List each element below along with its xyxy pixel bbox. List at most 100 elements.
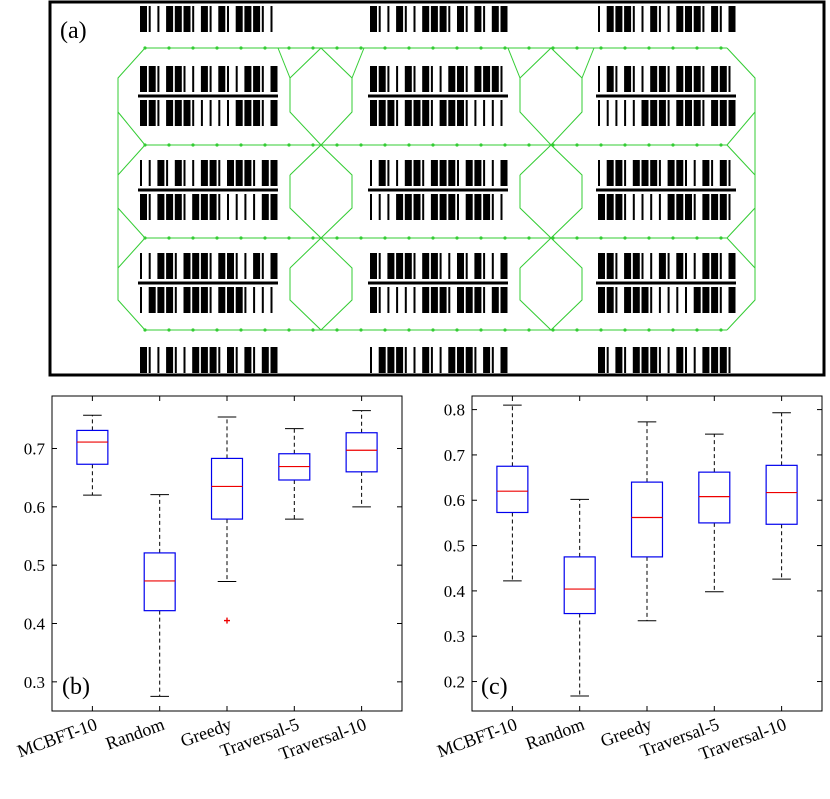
shelf-unit bbox=[448, 194, 456, 220]
shelf-unit bbox=[235, 100, 243, 126]
shelf-unit bbox=[270, 253, 278, 279]
shelf-unit bbox=[209, 253, 212, 279]
shelf-unit bbox=[404, 6, 407, 32]
shelf-unit bbox=[474, 253, 482, 279]
shelf-unit bbox=[650, 287, 653, 313]
corridor-node bbox=[719, 328, 723, 332]
shelf-unit bbox=[174, 160, 182, 186]
shelf-unit bbox=[448, 66, 456, 92]
shelf-unit bbox=[183, 287, 191, 313]
shelf-unit bbox=[465, 66, 468, 92]
shelf-unit bbox=[166, 100, 174, 126]
shelf-unit bbox=[227, 287, 234, 313]
shelf-unit bbox=[465, 287, 473, 313]
shelf-unit bbox=[650, 347, 658, 373]
shelf-unit bbox=[491, 100, 494, 126]
corridor-node bbox=[527, 236, 531, 240]
corridor-node bbox=[215, 143, 219, 147]
shelf-unit bbox=[632, 253, 640, 279]
shelf-unit bbox=[457, 287, 464, 313]
shelf-unit bbox=[200, 160, 208, 186]
shelf-unit bbox=[166, 194, 174, 220]
shelf-unit bbox=[404, 160, 412, 186]
shelf-unit bbox=[157, 253, 165, 279]
shelf-unit bbox=[218, 160, 221, 186]
shelf-unit bbox=[370, 66, 377, 92]
shelf-unit bbox=[378, 160, 386, 186]
corridor-node bbox=[287, 328, 291, 332]
shelf-unit bbox=[140, 160, 142, 186]
y-tick-label: 0.8 bbox=[444, 401, 465, 420]
shelf-unit bbox=[157, 6, 160, 32]
shelf-unit bbox=[685, 194, 692, 220]
corridor-node bbox=[695, 328, 699, 332]
shelf-unit bbox=[641, 100, 649, 126]
shelf-unit bbox=[465, 253, 468, 279]
shelf-unit bbox=[676, 194, 684, 220]
shelf-unit bbox=[378, 6, 381, 32]
corridor-node bbox=[431, 328, 435, 332]
shelf-unit bbox=[465, 160, 473, 186]
corridor-node bbox=[455, 236, 459, 240]
shelf-unit bbox=[227, 6, 229, 32]
corridor-diagonal bbox=[117, 144, 146, 176]
y-tick-label: 0.6 bbox=[24, 498, 45, 517]
shelf-unit bbox=[641, 66, 644, 92]
corridor-node bbox=[383, 46, 387, 50]
shelf-unit bbox=[430, 194, 438, 220]
corridor-node bbox=[551, 236, 555, 240]
shelf-unit bbox=[606, 347, 609, 373]
shelf-unit bbox=[413, 66, 416, 92]
shelf-unit bbox=[439, 194, 447, 220]
corridor-node bbox=[383, 143, 387, 147]
shelf-unit bbox=[448, 160, 456, 186]
shelf-unit bbox=[200, 66, 208, 92]
y-tick-label: 0.6 bbox=[444, 491, 465, 510]
corridor-node bbox=[647, 328, 651, 332]
shelf-unit bbox=[192, 6, 195, 32]
shelf-unit bbox=[676, 100, 684, 126]
shelf-unit bbox=[370, 347, 372, 373]
shelf-unit bbox=[430, 100, 433, 126]
corridor-diagonal bbox=[726, 144, 756, 176]
shelf-unit bbox=[702, 253, 710, 279]
shelf-unit bbox=[483, 66, 491, 92]
shelf-unit bbox=[632, 347, 640, 373]
shelf-unit bbox=[439, 160, 447, 186]
shelf-unit bbox=[378, 287, 381, 313]
corridor-diagonal bbox=[726, 207, 756, 239]
corridor-node bbox=[623, 328, 627, 332]
corridor-node bbox=[431, 236, 435, 240]
shelf-unit bbox=[641, 160, 649, 186]
shelf-unit bbox=[483, 100, 486, 126]
corridor-node bbox=[455, 328, 459, 332]
corridor-node bbox=[623, 236, 627, 240]
shelf-unit bbox=[413, 347, 416, 373]
corridor-junction bbox=[519, 47, 583, 146]
shelf-unit bbox=[235, 287, 243, 313]
shelf-unit bbox=[624, 66, 632, 92]
panel-label-a: (a) bbox=[60, 18, 87, 44]
shelf-unit bbox=[719, 347, 727, 373]
corridor-node bbox=[167, 143, 171, 147]
shelf-unit bbox=[200, 194, 208, 220]
shelf-unit bbox=[183, 253, 191, 279]
shelf-unit bbox=[641, 194, 644, 220]
shelf-unit bbox=[174, 287, 177, 313]
shelf-unit bbox=[396, 287, 399, 313]
box-iqr bbox=[143, 552, 176, 612]
shelf-unit bbox=[448, 6, 451, 32]
shelf-unit bbox=[728, 160, 731, 186]
corridor-node bbox=[191, 328, 195, 332]
shelf-unit bbox=[430, 6, 438, 32]
shelf-unit bbox=[218, 194, 221, 220]
corridor-node bbox=[239, 328, 243, 332]
shelf-unit bbox=[624, 194, 627, 220]
corridor-node bbox=[143, 143, 147, 147]
shelf-unit bbox=[685, 100, 692, 126]
shelf-unit bbox=[457, 100, 464, 126]
shelf-unit bbox=[270, 347, 278, 373]
shelf-unit bbox=[174, 100, 182, 126]
y-tick-label: 0.4 bbox=[24, 615, 46, 634]
shelf-unit bbox=[157, 194, 165, 220]
